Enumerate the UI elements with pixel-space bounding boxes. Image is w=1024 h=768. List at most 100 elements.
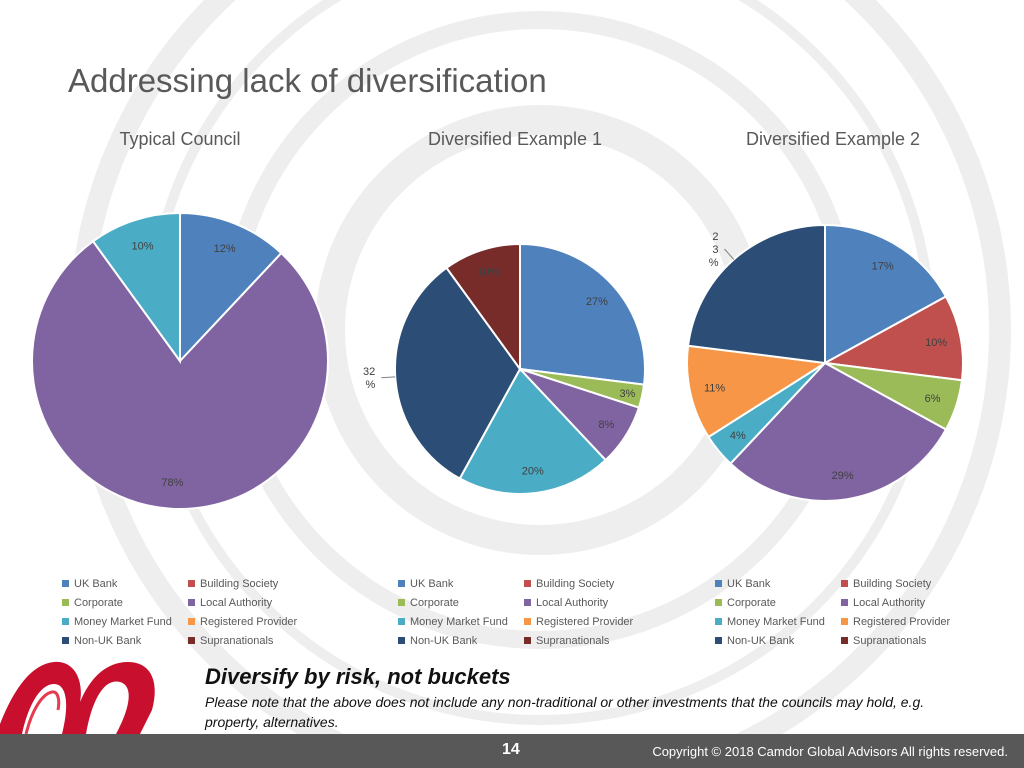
legend-item-money-market-fund: Money Market Fund — [398, 614, 524, 629]
legend-label: Supranationals — [536, 634, 610, 647]
legend-label: Money Market Fund — [74, 615, 172, 628]
pie-slice-supranationals — [445, 242, 521, 373]
legend-swatch — [62, 618, 69, 625]
legend-label: Local Authority — [853, 596, 926, 609]
legend-label: Money Market Fund — [410, 615, 508, 628]
legend-label: Corporate — [410, 596, 459, 609]
data-label-money-market-fund: 4% — [730, 430, 746, 442]
legend-item-building-society: Building Society — [841, 576, 991, 591]
page-number: 14 — [502, 741, 520, 758]
footer-bar: 14 Copyright © 2018 Camdor Global Adviso… — [0, 734, 1024, 768]
legend-item-local-authority: Local Authority — [524, 595, 674, 610]
legend-item-supranationals: Supranationals — [841, 633, 991, 648]
legend-swatch — [188, 599, 195, 606]
data-label-money-market-fund: 10% — [131, 241, 153, 253]
pie-slice-uk-bank — [824, 223, 948, 365]
data-label-corporate: 6% — [925, 393, 941, 405]
legend-item-corporate: Corporate — [715, 595, 841, 610]
legend-item-supranationals: Supranationals — [188, 633, 338, 648]
legend-label: Non-UK Bank — [727, 634, 795, 647]
pie-slice-local-authority — [31, 239, 330, 511]
company-logo — [0, 661, 155, 734]
legend-swatch — [841, 599, 848, 606]
legend-item-corporate: Corporate — [398, 595, 524, 610]
legend-label: Building Society — [853, 577, 932, 590]
legend-item-uk-bank: UK Bank — [62, 576, 188, 591]
legend-swatch — [715, 618, 722, 625]
pie-chart-typical-council: Typical Council 12% 78% 10% — [31, 129, 330, 511]
pie-chart-diversified-example-1: Diversified Example 1 27% 3% 8% 20% 32 % 10% — [363, 129, 646, 495]
legend-label: Local Authority — [200, 596, 273, 609]
legend-swatch — [841, 580, 848, 587]
legend-item-non-uk-bank: Non-UK Bank — [715, 633, 841, 648]
legend-swatch — [398, 580, 405, 587]
data-label-non-uk-bank: 32% — [363, 366, 375, 391]
legend-item-registered-provider: Registered Provider — [188, 614, 338, 629]
legend-label: Supranationals — [853, 634, 927, 647]
legend-swatch — [188, 618, 195, 625]
legend-item-non-uk-bank: Non-UK Bank — [62, 633, 188, 648]
legend-swatch — [524, 599, 531, 606]
legend-swatch — [841, 618, 848, 625]
leader-line — [724, 248, 735, 260]
pie-slice-uk-bank — [519, 242, 646, 386]
slide-title: Addressing lack of diversification — [68, 62, 547, 99]
data-label-registered-provider: 11% — [704, 383, 725, 395]
pie-slice-non-uk-bank — [686, 223, 826, 365]
legend-item-money-market-fund: Money Market Fund — [62, 614, 188, 629]
legend-swatch — [715, 580, 722, 587]
chart-title: Diversified Example 1 — [428, 129, 602, 149]
legend-swatch — [524, 637, 531, 644]
data-label-local-authority: 29% — [832, 470, 854, 482]
data-label-money-market-fund: 20% — [522, 466, 544, 478]
copyright-notice: Copyright © 2018 Camdor Global Advisors … — [652, 744, 1008, 759]
legend-diversified-example-1: UK Bank Building Society Corporate Local Au… — [398, 576, 698, 648]
data-label-uk-bank: 27% — [586, 296, 608, 308]
data-label-building-society: 10% — [925, 337, 947, 349]
pie-slice-non-uk-bank — [394, 266, 522, 480]
legend-typical-council: UK Bank Building Society Corporate Local Au… — [62, 576, 362, 648]
data-label-local-authority: 78% — [161, 477, 183, 489]
legend-label: UK Bank — [727, 577, 771, 590]
legend-label: Registered Provider — [853, 615, 951, 628]
legend-label: Non-UK Bank — [410, 634, 478, 647]
legend-swatch — [715, 599, 722, 606]
legend-swatch — [398, 599, 405, 606]
data-label-uk-bank: 12% — [214, 243, 236, 255]
leader-line — [381, 376, 396, 379]
legend-label: Non-UK Bank — [74, 634, 142, 647]
disclaimer-note: Please note that the above does not incl… — [205, 694, 925, 730]
legend-label: Building Society — [536, 577, 615, 590]
legend-swatch — [524, 618, 531, 625]
legend-label: Local Authority — [536, 596, 609, 609]
pie-slice-building-society — [821, 295, 964, 382]
legend-item-registered-provider: Registered Provider — [841, 614, 991, 629]
legend-item-building-society: Building Society — [524, 576, 674, 591]
legend-diversified-example-2: UK Bank Building Society Corporate Local Au… — [715, 576, 1015, 648]
legend-item-uk-bank: UK Bank — [398, 576, 524, 591]
data-label-corporate: 3% — [619, 388, 635, 400]
legend-label: Registered Provider — [536, 615, 634, 628]
legend-label: Supranationals — [200, 634, 274, 647]
legend-item-local-authority: Local Authority — [188, 595, 338, 610]
chart-title: Diversified Example 2 — [746, 129, 920, 149]
legend-item-building-society: Building Society — [188, 576, 338, 591]
legend-swatch — [398, 618, 405, 625]
tagline: Diversify by risk, not buckets — [205, 664, 511, 689]
legend-swatch — [524, 580, 531, 587]
legend-item-non-uk-bank: Non-UK Bank — [398, 633, 524, 648]
legend-item-registered-provider: Registered Provider — [524, 614, 674, 629]
legend-item-supranationals: Supranationals — [524, 633, 674, 648]
legend-swatch — [188, 637, 195, 644]
legend-swatch — [188, 580, 195, 587]
data-label-local-authority: 8% — [599, 419, 615, 431]
legend-item-money-market-fund: Money Market Fund — [715, 614, 841, 629]
legend-label: UK Bank — [410, 577, 454, 590]
pie-slice-uk-bank — [179, 211, 283, 364]
legend-label: Money Market Fund — [727, 615, 825, 628]
data-label-supranationals: 10% — [477, 267, 499, 279]
pie-slice-registered-provider — [686, 344, 828, 439]
chart-title: Typical Council — [119, 129, 240, 149]
legend-label: UK Bank — [74, 577, 118, 590]
legend-label: Registered Provider — [200, 615, 298, 628]
